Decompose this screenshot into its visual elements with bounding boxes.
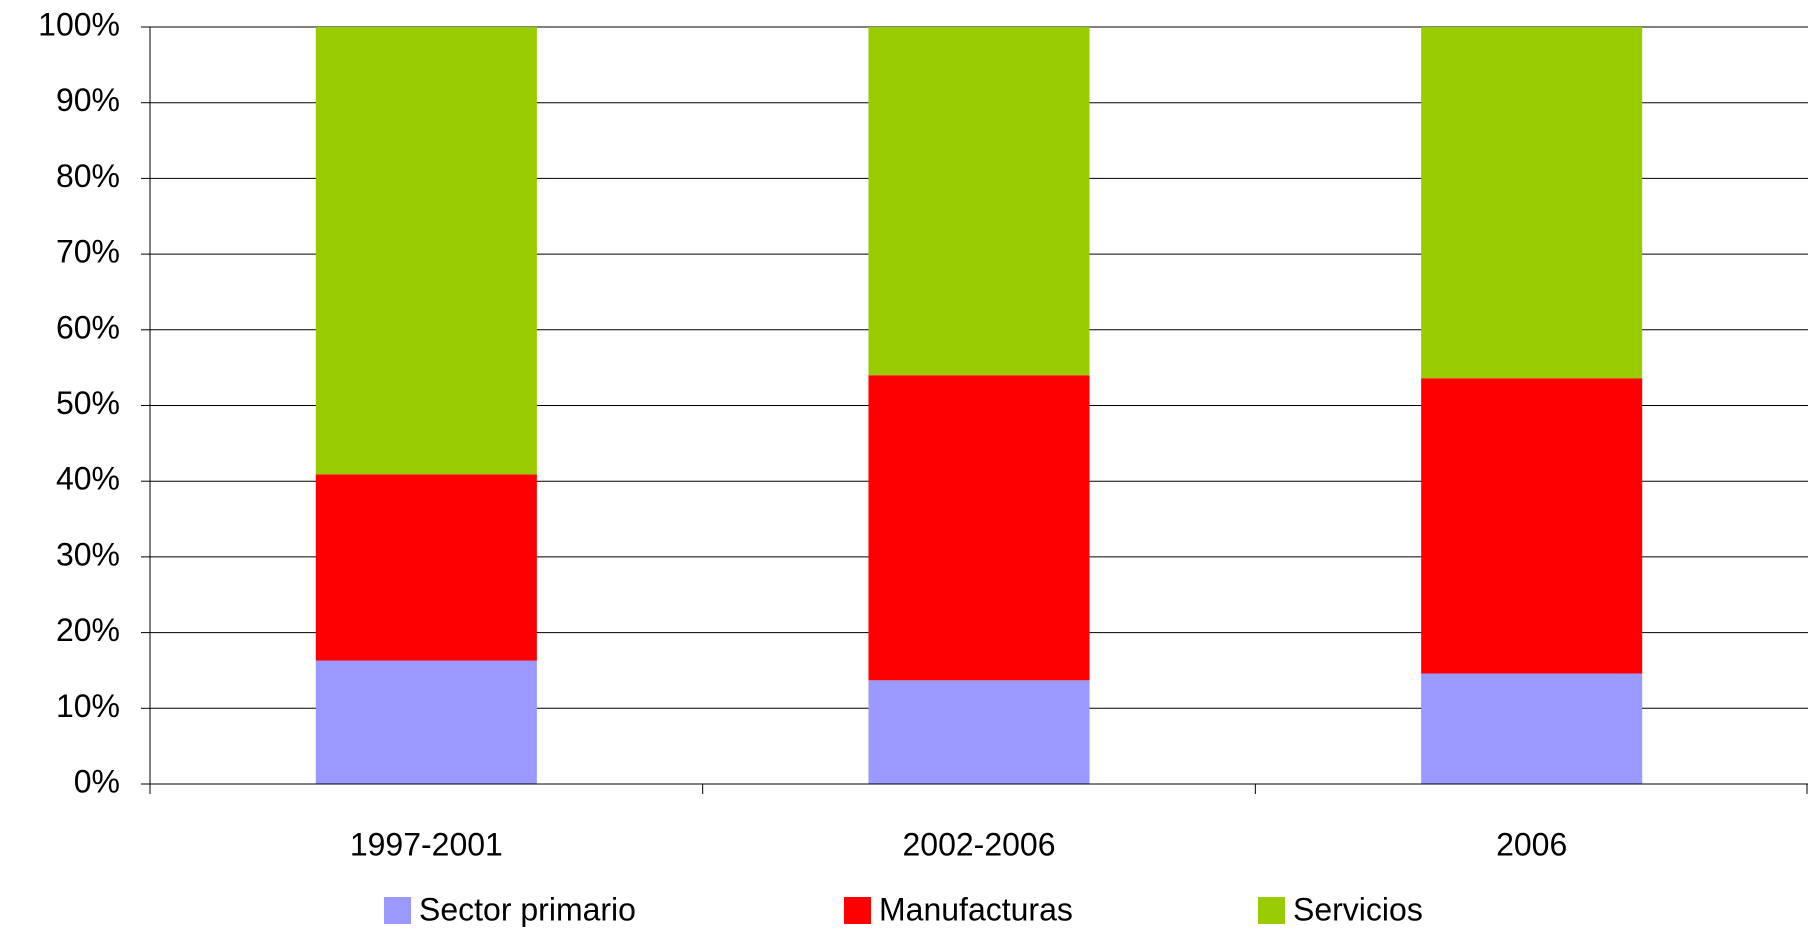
legend-swatch [1258,897,1285,924]
y-tick-label: 90% [56,82,120,118]
legend-swatch [384,897,411,924]
bar-segment [1421,27,1643,379]
y-tick-label: 100% [38,6,120,42]
bar-segment [1421,378,1643,674]
y-tick-label: 80% [56,158,120,194]
bar-segment [1421,673,1643,784]
legend-label: Manufacturas [879,891,1073,927]
y-tick-label: 70% [56,234,120,270]
x-tick-label: 2006 [1496,826,1567,862]
legend-swatch [844,897,871,924]
x-tick-label: 2002-2006 [902,826,1055,862]
y-tick-label: 60% [56,309,120,345]
y-tick-label: 10% [56,688,120,724]
y-tick-label: 0% [74,763,120,799]
bar-segment [315,27,537,475]
bar-segment [868,375,1090,681]
x-tick-label: 1997-2001 [350,826,503,862]
y-tick-label: 30% [56,536,120,572]
bar-segment [315,474,537,661]
y-tick-label: 20% [56,612,120,648]
y-tick-label: 50% [56,385,120,421]
bar-segment [868,680,1090,784]
y-tick-label: 40% [56,461,120,497]
bar-segment [315,660,537,784]
legend-label: Sector primario [419,891,636,927]
legend-label: Servicios [1293,891,1423,927]
bar-segment [868,27,1090,376]
